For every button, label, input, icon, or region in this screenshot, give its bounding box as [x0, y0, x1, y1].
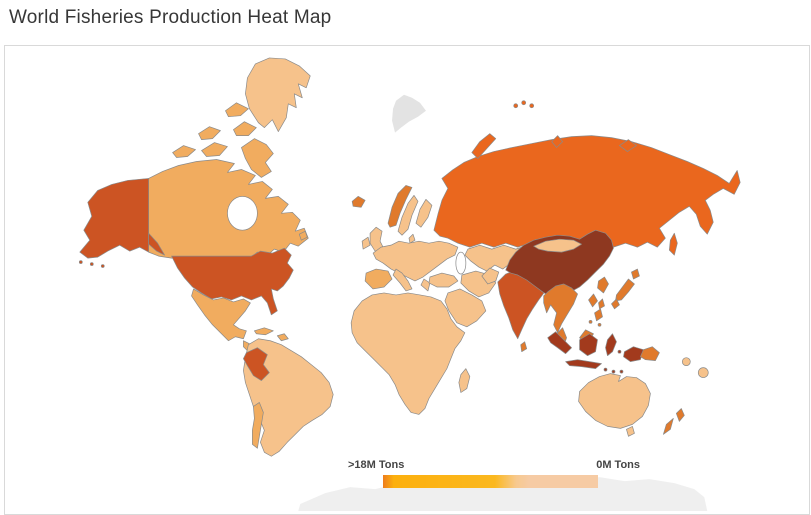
- country-cuba[interactable]: [254, 327, 274, 336]
- country-iceland[interactable]: [351, 196, 366, 208]
- island-hispaniola[interactable]: [276, 333, 289, 342]
- country-norway[interactable]: [387, 185, 413, 228]
- page-title: World Fisheries Production Heat Map: [9, 7, 332, 28]
- color-legend: >18M Tons 0M Tons: [348, 459, 640, 488]
- legend-max-label: >18M Tons: [348, 459, 405, 471]
- island-java[interactable]: [565, 359, 602, 369]
- country-papua-new-guinea[interactable]: [640, 346, 660, 362]
- hudson-bay: [227, 196, 258, 231]
- russian-arctic-islands[interactable]: [513, 100, 637, 152]
- caspian-sea: [455, 251, 467, 275]
- country-greece[interactable]: [420, 278, 431, 292]
- map-viz-card: >18M Tons 0M Tons: [4, 45, 810, 515]
- island-sumatra[interactable]: [547, 331, 572, 355]
- country-uk[interactable]: [369, 226, 385, 252]
- country-chile[interactable]: [252, 402, 264, 449]
- country-italy[interactable]: [392, 268, 413, 292]
- country-taiwan[interactable]: [598, 298, 605, 310]
- region-iberia[interactable]: [364, 268, 393, 290]
- country-new-zealand[interactable]: [663, 408, 685, 435]
- country-ireland[interactable]: [361, 236, 371, 250]
- region-arabian-peninsula[interactable]: [444, 288, 487, 328]
- country-philippines[interactable]: [588, 293, 603, 327]
- region-africa[interactable]: [350, 292, 466, 415]
- country-denmark[interactable]: [408, 233, 416, 244]
- country-madagascar[interactable]: [458, 368, 471, 393]
- country-australia[interactable]: [578, 373, 651, 429]
- island-svalbard[interactable]: [392, 94, 426, 133]
- country-finland[interactable]: [415, 198, 433, 228]
- island-sakhalin[interactable]: [668, 232, 678, 256]
- country-usa[interactable]: [171, 247, 294, 316]
- world-heat-map[interactable]: [5, 46, 809, 514]
- region-mainland-se-asia[interactable]: [543, 283, 578, 334]
- country-turkey[interactable]: [428, 272, 459, 288]
- island-borneo[interactable]: [579, 333, 598, 357]
- island-tasmania[interactable]: [626, 426, 635, 437]
- country-sri-lanka[interactable]: [520, 341, 528, 353]
- island-newfoundland[interactable]: [298, 230, 308, 241]
- country-usa-alaska[interactable]: [78, 178, 165, 268]
- country-sweden[interactable]: [397, 195, 419, 236]
- pacific-islands[interactable]: [681, 357, 709, 378]
- legend-min-label: 0M Tons: [596, 459, 640, 471]
- country-mongolia[interactable]: [533, 238, 582, 253]
- country-south-korea[interactable]: [597, 276, 609, 294]
- country-greenland[interactable]: [245, 57, 311, 132]
- country-mexico[interactable]: [191, 288, 251, 342]
- country-pakistan[interactable]: [481, 267, 500, 285]
- island-sulawesi[interactable]: [605, 333, 617, 357]
- region-west-papua[interactable]: [623, 346, 644, 362]
- legend-gradient-bar: [383, 475, 598, 488]
- island-novaya-zemlya[interactable]: [471, 133, 497, 159]
- country-japan[interactable]: [611, 268, 640, 310]
- country-china[interactable]: [505, 229, 614, 298]
- country-peru[interactable]: [243, 347, 270, 381]
